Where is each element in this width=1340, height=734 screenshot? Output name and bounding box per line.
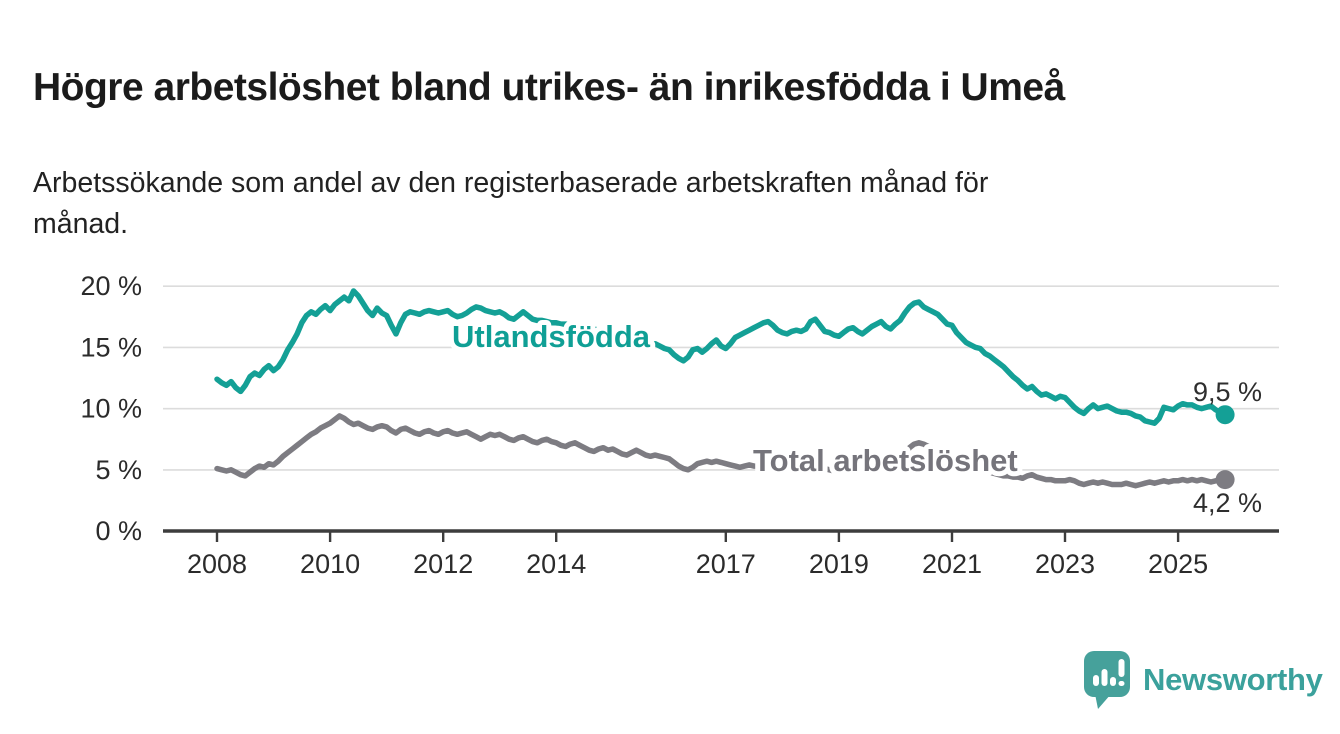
chart-subtitle-line2: månad. bbox=[33, 207, 129, 240]
x-label-2012: 2012 bbox=[413, 549, 473, 579]
series-label-foreign: Utlandsfödda bbox=[452, 319, 651, 354]
x-label-2014: 2014 bbox=[526, 549, 586, 579]
page-title: Högre arbetslöshet bland utrikes- än inr… bbox=[33, 66, 1065, 110]
x-label-2008: 2008 bbox=[187, 549, 247, 579]
x-label-2025: 2025 bbox=[1148, 549, 1208, 579]
newsworthy-logo-icon bbox=[1084, 651, 1130, 709]
series-total-end-dot bbox=[1215, 470, 1235, 490]
x-label-2017: 2017 bbox=[696, 549, 756, 579]
x-label-2010: 2010 bbox=[300, 549, 360, 579]
y-label-10: 10 % bbox=[80, 394, 142, 424]
x-axis-labels: 2008 2010 2012 2014 2017 2019 2021 2023 … bbox=[187, 549, 1208, 579]
newsworthy-logo-text: Newsworthy bbox=[1143, 662, 1323, 697]
series-foreign-line bbox=[214, 288, 1228, 426]
y-label-0: 0 % bbox=[95, 516, 142, 546]
gridlines bbox=[163, 285, 1279, 471]
chart-subtitle: Arbetssökande som andel av den registerb… bbox=[33, 163, 1253, 245]
branding: Newsworthy bbox=[1084, 651, 1323, 709]
x-label-2023: 2023 bbox=[1035, 549, 1095, 579]
x-label-2019: 2019 bbox=[809, 549, 869, 579]
series-foreign-end-value: 9,5 % bbox=[1193, 377, 1262, 407]
series-foreign-end-dot bbox=[1215, 405, 1235, 425]
series-label-total: Total arbetslöshet bbox=[753, 443, 1018, 478]
y-label-15: 15 % bbox=[80, 333, 142, 363]
series-total-end-value: 4,2 % bbox=[1193, 488, 1262, 518]
chart-subtitle-line1: Arbetssökande som andel av den registerb… bbox=[33, 166, 989, 199]
y-label-20: 20 % bbox=[80, 271, 142, 301]
series-total-line bbox=[214, 413, 1228, 489]
x-label-2021: 2021 bbox=[922, 549, 982, 579]
x-axis-ticks bbox=[215, 531, 1180, 542]
y-label-5: 5 % bbox=[95, 455, 142, 485]
y-axis-labels: 20 % 15 % 10 % 5 % 0 % bbox=[80, 271, 142, 546]
